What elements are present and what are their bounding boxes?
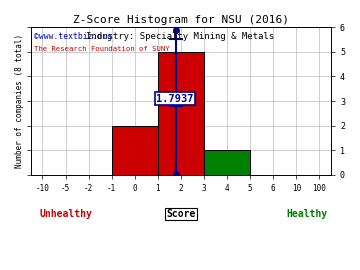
Text: Score: Score — [166, 209, 195, 219]
Bar — [158, 52, 204, 175]
Y-axis label: Number of companies (8 total): Number of companies (8 total) — [15, 34, 24, 168]
Text: Industry: Specialty Mining & Metals: Industry: Specialty Mining & Metals — [86, 32, 274, 41]
Title: Z-Score Histogram for NSU (2016): Z-Score Histogram for NSU (2016) — [73, 15, 289, 25]
Text: 1.7937: 1.7937 — [156, 94, 194, 104]
Bar — [204, 150, 250, 175]
Bar — [112, 126, 158, 175]
Text: Healthy: Healthy — [286, 209, 327, 219]
Text: Unhealthy: Unhealthy — [39, 209, 92, 219]
Text: The Research Foundation of SUNY: The Research Foundation of SUNY — [34, 46, 170, 52]
Text: ©www.textbiz.org: ©www.textbiz.org — [34, 32, 112, 40]
